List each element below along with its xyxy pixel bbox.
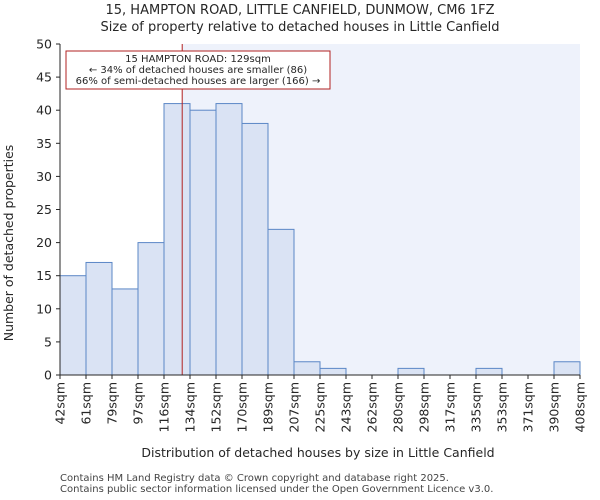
bar-189sqm <box>267 228 295 376</box>
x-tick-label-408sqm: 408sqm <box>573 382 588 432</box>
annotation-line1: 15 HAMPTON ROAD: 129sqm <box>125 54 271 65</box>
y-tick-label-10: 10 <box>36 301 52 316</box>
x-tick-label-42sqm: 42sqm <box>53 382 68 425</box>
x-tick-label-298sqm: 298sqm <box>417 382 432 432</box>
x-tick-label-225sqm: 225sqm <box>313 382 328 432</box>
x-axis: 42sqm 61sqm 79sqm 97sqm 116sqm 134sqm 152sqm 17… <box>53 374 588 432</box>
bar-335sqm <box>475 367 503 376</box>
bars-group <box>59 103 581 376</box>
x-tick-label-207sqm: 207sqm <box>287 382 302 432</box>
x-tick-label-61sqm: 61sqm <box>79 382 94 425</box>
bar-170sqm <box>241 122 269 376</box>
chart-title-line2: Size of property relative to detached ho… <box>100 20 500 35</box>
bar-116sqm <box>163 103 191 376</box>
x-tick-label-317sqm: 317sqm <box>443 382 458 432</box>
bar-97sqm <box>137 242 165 376</box>
y-tick-label-35: 35 <box>36 136 52 151</box>
bar-152sqm <box>215 103 243 376</box>
annotation-border <box>65 50 331 90</box>
footer-line1: Contains HM Land Registry data © Crown c… <box>60 473 449 484</box>
y-axis-title: Number of detached properties <box>1 145 16 342</box>
x-tick-label-170sqm: 170sqm <box>235 382 250 432</box>
annotation-line3: 66% of semi-detached houses are larger (… <box>76 76 321 87</box>
y-tick-label-0: 0 <box>44 368 52 383</box>
bar-134sqm <box>189 109 217 376</box>
y-axis: 0 5 10 15 20 25 30 35 40 45 50 <box>36 37 61 383</box>
x-tick-label-116sqm: 116sqm <box>157 382 172 432</box>
x-tick-label-152sqm: 152sqm <box>209 382 224 432</box>
y-tick-label-15: 15 <box>36 268 52 283</box>
x-tick-label-134sqm: 134sqm <box>183 382 198 432</box>
x-tick-label-97sqm: 97sqm <box>131 382 146 425</box>
bar-79sqm <box>111 288 139 376</box>
x-axis-title: Distribution of detached houses by size … <box>141 445 494 460</box>
annotation-line2: ← 34% of detached houses are smaller (86… <box>89 65 307 76</box>
footer-line2: Contains public sector information licen… <box>60 484 494 495</box>
y-tick-label-45: 45 <box>36 70 52 85</box>
x-tick-label-335sqm: 335sqm <box>469 382 484 432</box>
x-tick-label-189sqm: 189sqm <box>261 382 276 432</box>
x-tick-label-280sqm: 280sqm <box>391 382 406 432</box>
y-tick-label-5: 5 <box>44 334 52 349</box>
y-tick-label-25: 25 <box>36 202 52 217</box>
x-tick-label-79sqm: 79sqm <box>105 382 120 425</box>
x-tick-label-371sqm: 371sqm <box>521 382 536 432</box>
chart-title-line1: 15, HAMPTON ROAD, LITTLE CANFIELD, DUNMO… <box>105 3 495 18</box>
x-tick-label-390sqm: 390sqm <box>547 382 562 432</box>
bar-280sqm <box>397 367 425 376</box>
bar-42sqm <box>59 275 87 376</box>
bar-61sqm <box>85 261 113 376</box>
y-tick-label-40: 40 <box>36 103 52 118</box>
annotation-box: 15 HAMPTON ROAD: 129sqm ← 34% of detache… <box>65 50 331 90</box>
x-tick-label-243sqm: 243sqm <box>339 382 354 432</box>
bar-225sqm <box>319 367 347 376</box>
bar-390sqm <box>553 361 581 376</box>
x-tick-label-353sqm: 353sqm <box>495 382 510 432</box>
y-tick-label-20: 20 <box>36 235 52 250</box>
y-tick-label-50: 50 <box>36 37 52 52</box>
bar-207sqm <box>293 361 321 376</box>
y-tick-label-30: 30 <box>36 169 52 184</box>
x-tick-label-262sqm: 262sqm <box>365 382 380 432</box>
